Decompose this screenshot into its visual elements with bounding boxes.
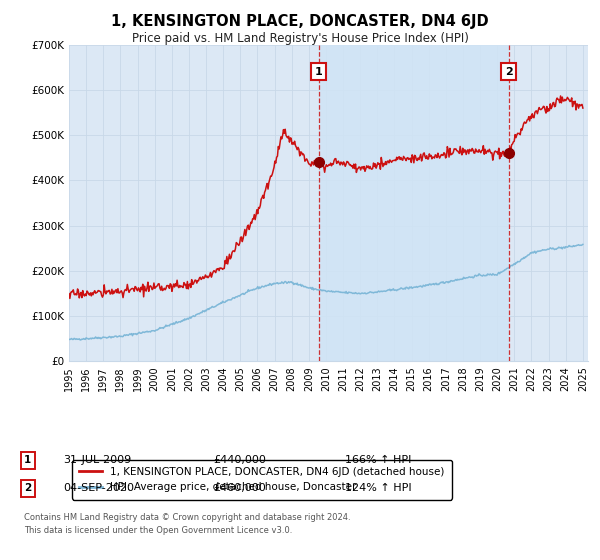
Text: 166% ↑ HPI: 166% ↑ HPI [345,455,412,465]
Text: £440,000: £440,000 [213,455,266,465]
Text: 2: 2 [24,483,31,493]
Text: Price paid vs. HM Land Registry's House Price Index (HPI): Price paid vs. HM Land Registry's House … [131,32,469,45]
Text: £460,000: £460,000 [213,483,266,493]
Text: Contains HM Land Registry data © Crown copyright and database right 2024.
This d: Contains HM Land Registry data © Crown c… [24,512,350,535]
Text: 124% ↑ HPI: 124% ↑ HPI [345,483,412,493]
Text: 04-SEP-2020: 04-SEP-2020 [63,483,134,493]
Text: 2: 2 [505,67,513,77]
Text: 31-JUL-2009: 31-JUL-2009 [63,455,131,465]
Legend: 1, KENSINGTON PLACE, DONCASTER, DN4 6JD (detached house), HPI: Average price, de: 1, KENSINGTON PLACE, DONCASTER, DN4 6JD … [71,460,452,500]
Bar [319,45,509,361]
Text: 1: 1 [24,455,31,465]
Text: 1: 1 [315,67,323,77]
Text: 1, KENSINGTON PLACE, DONCASTER, DN4 6JD: 1, KENSINGTON PLACE, DONCASTER, DN4 6JD [111,14,489,29]
